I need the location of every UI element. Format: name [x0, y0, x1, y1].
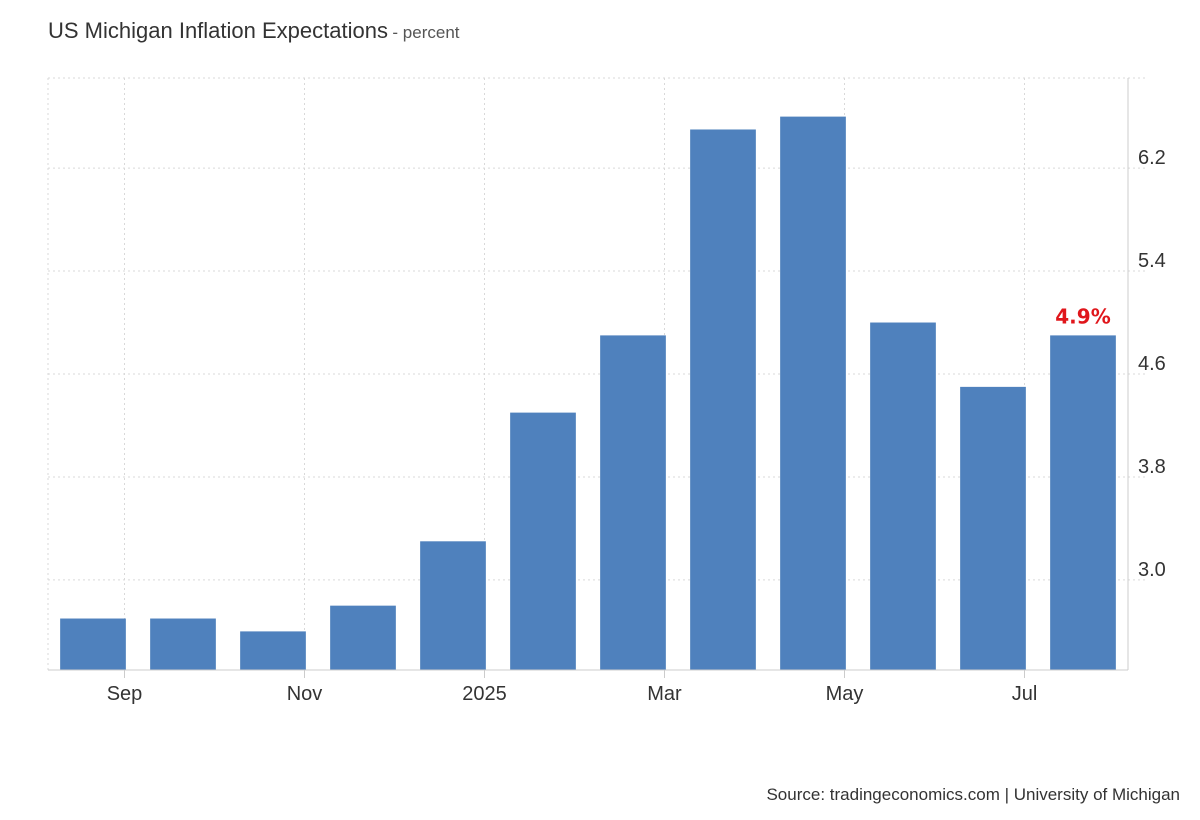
y-tick-label: 3.8 [1138, 456, 1166, 478]
bar [60, 618, 126, 670]
chart-subtitle: - percent [392, 23, 460, 42]
bar [240, 631, 306, 670]
y-tick-label: 6.2 [1138, 147, 1166, 169]
source-note: Source: tradingeconomics.com | Universit… [766, 785, 1180, 804]
chart-header: US Michigan Inflation Expectations - per… [48, 18, 460, 44]
bar-chart: 3.0 3.8 4.6 5.4 6.2 Sep Nov 2025 Mar May Jul 4.9% [47, 77, 1166, 705]
x-tick-label: 2025 [462, 683, 507, 705]
bar [960, 386, 1026, 670]
bar [420, 541, 486, 670]
bar [600, 335, 666, 670]
axis-layer [48, 78, 1129, 678]
chart-title: US Michigan Inflation Expectations [48, 18, 388, 43]
label-layer: 3.0 3.8 4.6 5.4 6.2 Sep Nov 2025 Mar May Jul 4.9% [107, 147, 1166, 705]
bar [870, 322, 936, 670]
bar [690, 129, 756, 670]
x-tick-label: Jul [1012, 683, 1038, 705]
y-tick-label: 3.0 [1138, 559, 1166, 581]
y-tick-label: 5.4 [1138, 250, 1166, 272]
y-tick-label: 4.6 [1138, 353, 1166, 375]
x-tick-label: May [826, 683, 864, 705]
bar [330, 605, 396, 670]
bar [510, 412, 576, 670]
x-tick-label: Sep [107, 683, 143, 705]
bar-layer [60, 116, 1116, 670]
bar [1050, 335, 1116, 670]
bar [780, 116, 846, 670]
x-tick-label: Nov [287, 683, 323, 705]
last-value-label: 4.9% [1055, 304, 1110, 328]
bar [150, 618, 216, 670]
x-tick-label: Mar [647, 683, 682, 705]
